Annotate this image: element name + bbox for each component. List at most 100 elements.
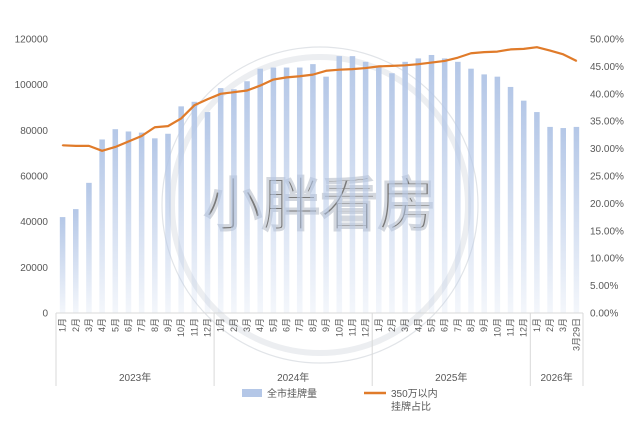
month-label: 6月: [124, 318, 134, 332]
watermark-text: 小胖看房: [204, 173, 436, 238]
line-point: [154, 126, 156, 129]
month-label: 10月: [492, 318, 502, 337]
bar: [481, 74, 487, 313]
line-point: [312, 73, 314, 76]
bar: [573, 126, 580, 313]
month-label: 4月: [255, 318, 265, 332]
line-point: [140, 135, 143, 137]
bar: [547, 126, 553, 313]
month-label: 6月: [440, 318, 450, 332]
month-label: 2月: [71, 318, 81, 332]
month-label: 2月: [545, 318, 555, 332]
month-label: 7月: [295, 318, 305, 332]
line-point: [219, 93, 222, 95]
month-label: 9月: [163, 318, 173, 332]
month-label: 9月: [479, 318, 489, 332]
right-tick-label: 20.00%: [590, 199, 624, 210]
month-label: 5月: [110, 318, 120, 332]
bar: [178, 106, 184, 313]
month-label: 11月: [506, 318, 516, 336]
bar: [336, 56, 343, 314]
bar: [296, 67, 303, 313]
bar: [376, 67, 382, 313]
bar: [86, 182, 92, 313]
left-tick-label: 100000: [15, 80, 49, 91]
year-label: 2025年: [435, 371, 467, 384]
right-tick-label: 30.00%: [590, 144, 624, 155]
bar: [507, 86, 514, 313]
month-label: 11月: [347, 318, 357, 336]
right-tick-label: 25.00%: [590, 172, 624, 183]
bar: [270, 67, 277, 313]
line-point: [575, 60, 578, 62]
month-label: 3月: [84, 318, 94, 332]
bar: [231, 89, 237, 313]
line-point: [457, 56, 459, 59]
line-point: [206, 98, 209, 101]
bar: [389, 73, 395, 313]
month-label: 12月: [519, 318, 529, 337]
month-label: 5月: [268, 318, 278, 332]
bar: [191, 101, 198, 313]
watermark-inner-ring: [169, 54, 471, 356]
month-label: 10月: [176, 318, 186, 337]
bar: [455, 61, 461, 313]
line-point: [259, 84, 262, 87]
bar: [441, 58, 448, 313]
watermark-outer-ring: [161, 46, 479, 364]
left-tick-label: 20000: [20, 263, 48, 274]
month-label: 11月: [189, 318, 199, 336]
month-label: 7月: [137, 318, 147, 332]
month-label: 9月: [321, 318, 331, 332]
bar: [125, 131, 132, 313]
bar: [99, 139, 105, 313]
bar: [257, 68, 263, 314]
year-label: 2026年: [540, 371, 572, 384]
bar: [415, 58, 422, 313]
month-label: 8月: [308, 318, 318, 332]
month-label: 4月: [97, 318, 107, 332]
line-point: [430, 61, 433, 64]
line-point: [127, 140, 130, 143]
line-point: [443, 60, 446, 62]
line-point: [285, 76, 288, 79]
month-label: 3月29日: [571, 318, 581, 351]
line-point: [522, 48, 525, 50]
line-point: [377, 65, 380, 68]
right-tick-label: 15.00%: [590, 226, 624, 237]
line-point: [351, 68, 354, 70]
line-path: [62, 46, 577, 152]
line-point: [404, 64, 406, 67]
line-point: [470, 52, 472, 55]
line-point: [180, 117, 182, 120]
bar: [152, 138, 158, 313]
month-label: 2月: [229, 318, 239, 332]
legend-label: 挂牌占比: [391, 400, 431, 413]
line-series: [61, 46, 578, 152]
left-tick-label: 40000: [20, 217, 48, 228]
month-label: 1月: [374, 318, 384, 332]
axes: 0 20000 40000 60000 80000 100000 120000 0.00% 5.…: [15, 35, 624, 386]
month-label: 12月: [361, 318, 371, 337]
right-tick-label: 10.00%: [590, 254, 624, 265]
month-label: 12月: [203, 318, 213, 337]
bar: [520, 100, 527, 314]
line-point: [562, 53, 565, 56]
bar: [204, 112, 211, 313]
month-label: 3月: [242, 318, 252, 332]
line-point: [101, 149, 103, 152]
line-point: [88, 145, 90, 147]
month-label: 6月: [282, 318, 292, 332]
bar: [73, 209, 79, 313]
line-point: [364, 67, 367, 69]
right-tick-label: 5.00%: [590, 281, 618, 292]
legend-label: 全市挂牌量: [267, 387, 317, 400]
bar: [494, 76, 501, 313]
month-label: 3月: [400, 318, 410, 332]
month-label: 1月: [216, 318, 226, 332]
line-point: [246, 89, 248, 92]
line-point: [167, 125, 169, 127]
month-label: 7月: [453, 318, 463, 332]
